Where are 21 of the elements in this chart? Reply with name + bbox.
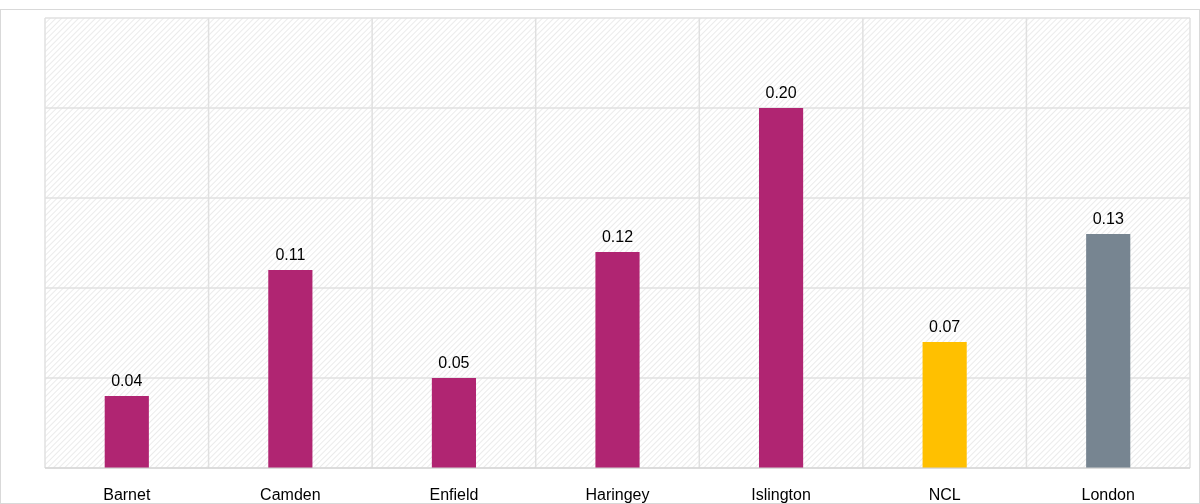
data-label: 0.07 [929,318,961,335]
data-label: 0.13 [1092,210,1124,227]
bar [595,252,640,468]
bar [1086,234,1131,468]
x-tick-label: Barnet [103,486,151,503]
data-label: 0.11 [275,246,306,263]
data-label: 0.05 [438,354,470,371]
x-tick-label: Enfield [429,486,479,503]
bar [922,342,967,468]
x-tick-label: Islington [751,486,811,503]
x-tick-label: Camden [260,486,321,503]
x-tick-label: NCL [928,486,961,503]
bar [431,378,477,468]
data-label: 0.20 [765,84,797,101]
bar [104,396,149,468]
x-tick-label: Haringey [585,486,650,503]
bar [268,270,313,468]
x-tick-label: London [1081,486,1135,503]
data-label: 0.12 [601,228,634,245]
data-label: 0.04 [111,372,143,389]
bar [758,108,804,468]
